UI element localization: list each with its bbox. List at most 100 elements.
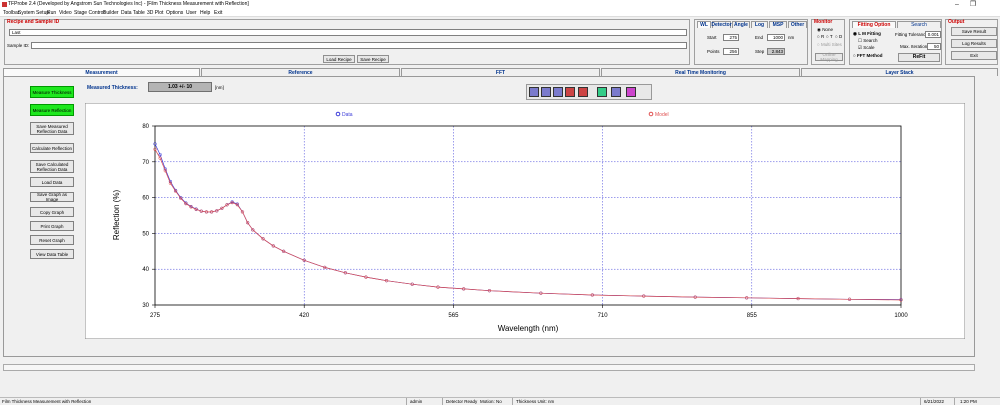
copy-graph-button[interactable]: Copy Graph <box>30 207 74 217</box>
tab-measurement[interactable]: Measurement <box>3 68 200 76</box>
legend-model-marker <box>648 111 654 117</box>
x-axis-label: Wavelength (nm) <box>498 324 559 333</box>
y-tick-label: 40 <box>142 267 149 273</box>
tab-angle[interactable]: Angle <box>732 21 750 28</box>
recipe-group-label: Recipe and Sample ID <box>7 19 60 25</box>
measure-reflection-button[interactable]: Measure Reflection <box>30 104 74 116</box>
monitor-none-radio[interactable]: ◉ None <box>817 27 833 32</box>
menu-system-setup[interactable]: System Setup <box>18 10 50 16</box>
save-measured-reflection-button[interactable]: Save Measured Reflection Data <box>30 122 74 135</box>
series-point-model <box>153 147 157 151</box>
tab-msp[interactable]: MSP <box>769 21 787 28</box>
tab-search[interactable]: Search <box>897 21 941 28</box>
fitting-tolerance-input[interactable]: 0.001 <box>925 31 941 38</box>
measure-thickness-button[interactable]: Measure Thickness <box>30 86 74 98</box>
start-input[interactable]: 275 <box>723 34 739 41</box>
scale-checkbox[interactable]: ☑ Scale <box>858 45 875 50</box>
end-input[interactable]: 1000 <box>767 34 785 41</box>
reset-graph-button[interactable]: Reset Graph <box>30 235 74 245</box>
zoom-y-icon[interactable] <box>541 87 551 97</box>
series-point-model <box>204 210 209 214</box>
recipe-field[interactable]: Last <box>9 29 687 36</box>
tab-reference[interactable]: Reference <box>201 68 400 76</box>
series-point-model <box>436 285 440 289</box>
menu-data-table[interactable]: Data Table <box>121 10 145 16</box>
x-tick-label: 275 <box>150 313 161 319</box>
app-icon <box>2 2 7 7</box>
save-calculated-reflection-button[interactable]: Save Calculated Reflection Data <box>30 160 74 173</box>
menu-toolbar[interactable]: Toolbar <box>3 10 20 16</box>
series-point-model <box>225 203 229 207</box>
menu-video[interactable]: Video <box>59 10 72 16</box>
multi-sites-radio[interactable]: ○ Multi Sites <box>817 42 842 47</box>
restore-button[interactable]: ❐ <box>969 1 977 8</box>
window-title: TFProbe 2.4 (Developed by Angstrom Sun T… <box>8 1 249 7</box>
series-point-model <box>163 169 167 173</box>
menu-help[interactable]: Help <box>200 10 211 16</box>
start-label: Start <box>707 35 717 40</box>
tab-other[interactable]: Other <box>788 21 807 28</box>
thickness-unit: [nm] <box>215 85 224 90</box>
exit-button[interactable]: Exit <box>951 51 997 60</box>
series-line-model <box>154 149 902 301</box>
load-data-button[interactable]: Load Data <box>30 177 74 187</box>
tab-real-time-monitoring[interactable]: Real Time Monitoring <box>601 68 800 76</box>
fft-method-radio[interactable]: ○ FFT Method <box>853 53 883 58</box>
refit-button[interactable]: ReFit <box>898 53 940 62</box>
zoom-x-icon[interactable] <box>529 87 539 97</box>
log-results-button[interactable]: Log Results <box>951 39 997 48</box>
monitor-r-radio[interactable]: ○ R <box>817 34 825 39</box>
menu-3d-plot[interactable]: 3D Plot <box>147 10 164 16</box>
monitor-label: Monitor <box>814 19 833 25</box>
series-point-model <box>194 207 198 212</box>
tab-fft[interactable]: FFT <box>401 68 600 76</box>
menu-builder[interactable]: Builder <box>103 10 119 16</box>
series-point-model <box>199 209 203 213</box>
minimize-button[interactable]: – <box>955 1 959 8</box>
menu-run[interactable]: Run <box>47 10 57 16</box>
save-recipe-button[interactable]: Save Recipe <box>357 55 389 63</box>
online-mapping-button[interactable]: Online Mapping <box>815 52 843 62</box>
data-cursor-icon[interactable] <box>611 87 621 97</box>
tab-layer-stack[interactable]: Layer Stack <box>801 68 998 76</box>
tab-log[interactable]: Log <box>751 21 768 28</box>
series-point-model <box>240 210 245 214</box>
y-tick-label: 80 <box>142 124 149 130</box>
reset-zoom-icon[interactable] <box>597 87 607 97</box>
x-tick-label: 855 <box>747 313 758 319</box>
save-result-button[interactable]: Save Result <box>951 27 997 36</box>
search-checkbox[interactable]: ☐ Search <box>858 38 878 43</box>
view-data-table-button[interactable]: View Data Table <box>30 249 74 259</box>
x-tick-label: 710 <box>598 313 609 319</box>
pan-x-icon[interactable] <box>565 87 575 97</box>
menu-exit[interactable]: Exit <box>214 10 223 16</box>
calculate-reflection-button[interactable]: Calculate Reflection <box>30 143 74 153</box>
sample-id-input[interactable] <box>31 42 687 49</box>
lm-fitting-radio[interactable]: ◉ L M Fitting <box>853 31 881 36</box>
line-style-icon[interactable] <box>626 87 636 97</box>
points-label: Points <box>707 49 720 54</box>
legend-model: Model <box>655 112 669 118</box>
tab-fitting-option[interactable]: Fitting Option <box>852 21 896 28</box>
tab-detector[interactable]: Detector <box>711 21 732 28</box>
tab-wl[interactable]: WL <box>697 21 711 28</box>
points-input[interactable]: 256 <box>723 48 739 55</box>
menu-stage-control[interactable]: Stage Control <box>74 10 105 16</box>
series-point-model <box>590 293 594 297</box>
zoom-xy-icon[interactable] <box>553 87 563 97</box>
monitor-t-radio[interactable]: ○ T <box>826 34 833 39</box>
menu-options[interactable]: Options <box>166 10 184 16</box>
menu-user[interactable]: User <box>186 10 197 16</box>
load-recipe-button[interactable]: Load Recipe <box>323 55 355 63</box>
series-point-model <box>235 203 239 207</box>
monitor-d-radio[interactable]: ○ D <box>835 34 843 39</box>
max-iteration-input[interactable]: 50 <box>927 43 941 50</box>
series-point-model <box>173 189 178 193</box>
reflection-chart[interactable]: 275 420 565 710 855 1000 30 40 50 60 70 80 Data Mod… <box>85 103 965 339</box>
end-unit: nm <box>788 35 795 40</box>
series-point-model <box>209 210 214 214</box>
print-graph-button[interactable]: Print Graph <box>30 221 74 231</box>
save-graph-image-button[interactable]: Save Graph as Image <box>30 192 74 202</box>
y-tick-label: 70 <box>142 160 149 166</box>
pan-y-icon[interactable] <box>578 87 588 97</box>
